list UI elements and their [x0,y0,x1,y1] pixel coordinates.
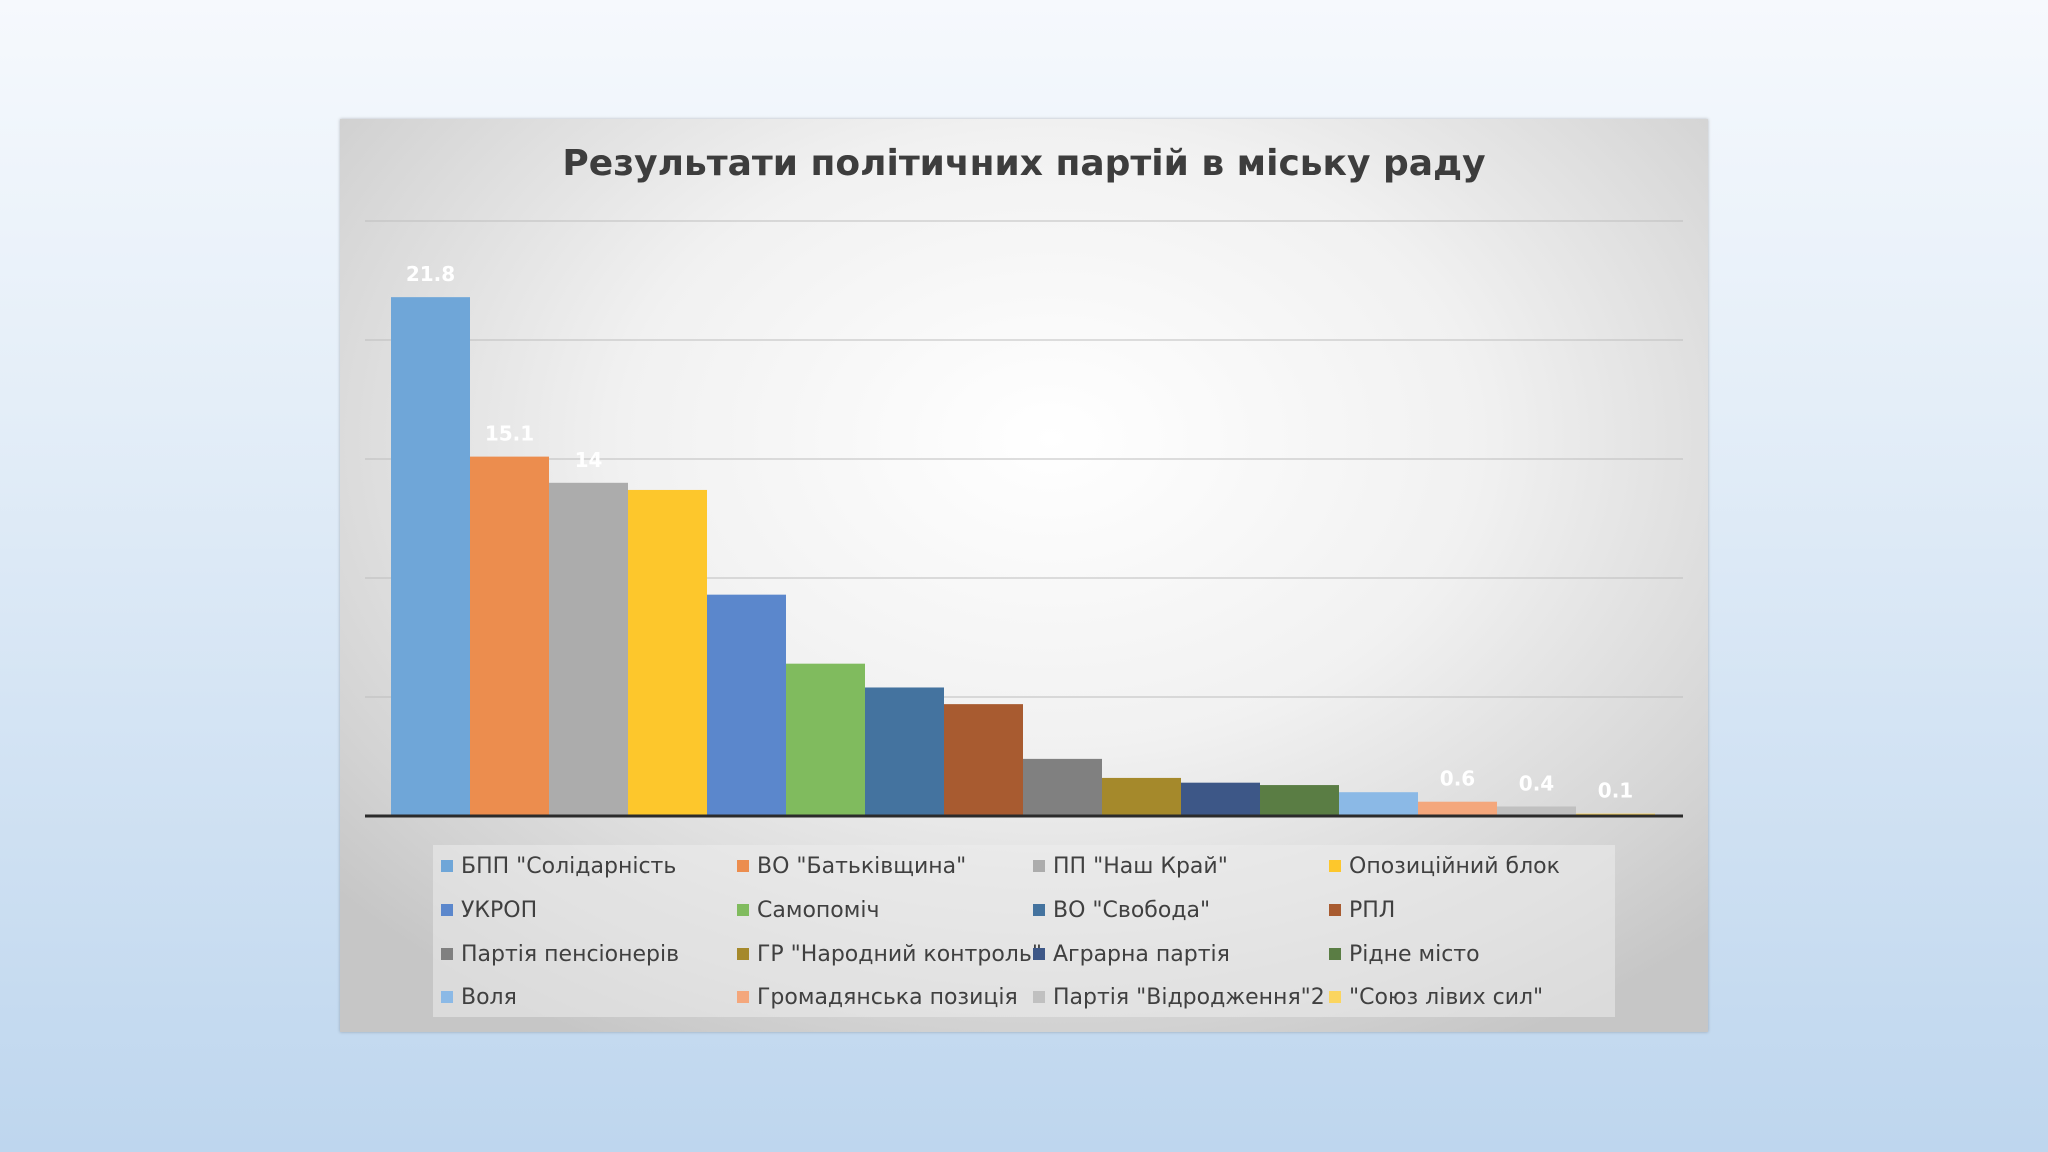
legend-swatch [441,860,453,872]
legend-label: Воля [461,984,517,1010]
bar [549,482,628,816]
legend-swatch [441,948,453,960]
bar [470,456,549,816]
legend: БПП "Солідарність ВО "Батьківщина" ПП "Наш… [433,845,1615,1017]
legend-swatch [1033,904,1045,916]
legend-label: Аграрна партія [1053,941,1230,967]
bar [391,297,470,816]
legend-item: Аграрна партія [1033,939,1230,969]
legend-item: Громадянська позиція [737,982,1018,1012]
bars [391,297,1655,816]
legend-label: РПЛ [1349,897,1396,923]
legend-item: ГР "Народний контроль" [737,939,1042,969]
bar [1181,782,1260,816]
bar [1260,785,1339,816]
legend-swatch [441,991,453,1003]
legend-swatch [1329,860,1341,872]
legend-swatch [737,904,749,916]
legend-label: ВО "Свобода" [1053,897,1211,923]
bar [944,704,1023,816]
data-label: 15.1 [485,422,534,446]
legend-label: УКРОП [461,897,538,923]
legend-label: "Союз лівих сил" [1349,984,1544,1010]
legend-swatch [1329,991,1341,1003]
bar [1418,801,1497,816]
legend-item: УКРОП [441,895,537,925]
chart-title: Результати політичних партій в міську ра… [562,143,1486,184]
legend-swatch [1033,860,1045,872]
legend-item: Рідне місто [1329,939,1480,969]
legend-label: Громадянська позиція [757,984,1018,1010]
legend-label: БПП "Солідарність [461,853,677,879]
legend-swatch [737,991,749,1003]
legend-swatch [1033,948,1045,960]
bar [707,594,786,816]
legend-item: Партія "Відродження"2 [1033,982,1325,1012]
legend-item: Самопоміч [737,895,879,925]
data-label: 14 [575,448,603,472]
legend-label: ГР "Народний контроль" [757,941,1042,967]
bar [1023,758,1102,816]
legend-swatch [1329,904,1341,916]
bar [865,687,944,816]
bar [786,663,865,816]
bar [1102,777,1181,816]
legend-item: Воля [441,982,517,1012]
legend-item: Партія пенсіонерів [441,939,679,969]
legend-item: БПП "Солідарність [441,851,676,881]
legend-label: Партія пенсіонерів [461,941,680,967]
legend-swatch [737,860,749,872]
legend-label: ВО "Батьківщина" [757,853,967,879]
legend-item: РПЛ [1329,895,1395,925]
legend-swatch [1033,991,1045,1003]
legend-label: Рідне місто [1349,941,1480,967]
legend-swatch [1329,948,1341,960]
data-labels: 21.8 15.1 14 0.6 0.4 0.1 [406,262,1633,802]
legend-item: "Союз лівих сил" [1329,982,1543,1012]
legend-label: Самопоміч [757,897,880,923]
legend-label: Партія "Відродження"2 [1053,984,1325,1010]
legend-item: Опозиційний блок [1329,851,1560,881]
legend-label: ПП "Наш Край" [1053,853,1228,879]
legend-label: Опозиційний блок [1349,853,1560,879]
data-label: 0.6 [1440,767,1475,791]
legend-swatch [737,948,749,960]
data-label: 0.4 [1519,771,1554,795]
legend-swatch [441,904,453,916]
legend-item: ПП "Наш Край" [1033,851,1228,881]
bar [628,489,707,816]
bar [1339,792,1418,816]
legend-item: ВО "Батьківщина" [737,851,966,881]
legend-item: ВО "Свобода" [1033,895,1210,925]
bar [1497,806,1576,816]
data-label: 21.8 [406,262,455,286]
data-label: 0.1 [1598,779,1633,803]
